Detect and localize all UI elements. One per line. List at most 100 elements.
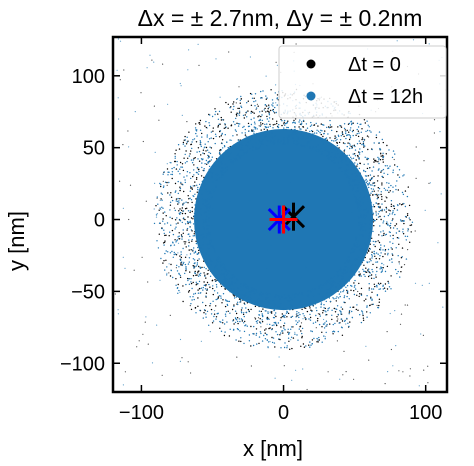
scatter-point <box>325 314 327 316</box>
scatter-outlier <box>140 92 142 94</box>
scatter-point <box>319 315 321 317</box>
scatter-point <box>316 320 319 322</box>
scatter-point <box>221 174 223 176</box>
scatter-point <box>265 310 267 312</box>
scatter-point <box>387 254 389 256</box>
scatter-point <box>280 303 282 305</box>
scatter-point <box>370 220 372 222</box>
scatter-point <box>198 258 200 260</box>
scatter-point <box>174 228 176 230</box>
scatter-point <box>333 156 336 159</box>
scatter-point <box>208 165 211 168</box>
scatter-point <box>217 165 219 167</box>
scatter-point <box>195 281 197 283</box>
scatter-point <box>181 207 183 209</box>
scatter-outlier <box>275 102 277 104</box>
scatter-point <box>250 118 252 121</box>
scatter-point <box>215 305 217 307</box>
scatter-point <box>215 173 217 176</box>
scatter-point <box>358 167 361 170</box>
scatter-point <box>208 171 210 173</box>
scatter-point <box>328 289 330 291</box>
scatter-point <box>206 207 208 209</box>
scatter-point <box>338 269 341 271</box>
scatter-point <box>341 275 343 277</box>
scatter-point <box>363 226 365 228</box>
scatter-point <box>369 274 371 277</box>
scatter-point <box>197 168 200 171</box>
scatter-point <box>323 124 325 126</box>
scatter-point <box>288 136 290 138</box>
scatter-outlier <box>390 348 392 351</box>
scatter-point <box>202 149 205 151</box>
scatter-point <box>310 124 313 126</box>
scatter-point <box>192 249 194 251</box>
scatter-outlier <box>376 304 378 307</box>
scatter-point <box>349 259 351 261</box>
scatter-point <box>209 191 211 193</box>
scatter-point <box>247 100 249 102</box>
scatter-point <box>359 142 361 145</box>
scatter-point <box>195 265 197 267</box>
scatter-point <box>344 282 346 284</box>
scatter-point <box>381 182 383 184</box>
scatter-point <box>355 169 358 171</box>
scatter-point <box>333 281 336 284</box>
scatter-point <box>302 313 304 315</box>
scatter-point <box>405 258 408 260</box>
scatter-point <box>312 322 315 324</box>
scatter-point <box>277 295 280 297</box>
scatter-point <box>402 233 405 235</box>
scatter-outlier <box>181 357 183 359</box>
scatter-point <box>247 110 249 112</box>
scatter-point <box>361 250 363 252</box>
scatter-point <box>221 170 224 172</box>
scatter-point <box>310 309 312 311</box>
scatter-point <box>175 284 177 286</box>
scatter-point <box>220 170 222 172</box>
scatter-point <box>188 249 190 251</box>
scatter-point <box>244 295 246 298</box>
scatter-point <box>300 345 302 347</box>
scatter-point <box>307 142 310 144</box>
scatter-point <box>357 178 360 181</box>
scatter-outlier <box>275 84 277 86</box>
scatter-outlier <box>159 279 161 281</box>
scatter-point <box>253 291 255 293</box>
scatter-point <box>324 130 326 132</box>
scatter-point <box>327 155 329 158</box>
scatter-point <box>191 299 193 301</box>
scatter-point <box>387 214 390 217</box>
scatter-point <box>259 321 261 323</box>
scatter-point <box>209 302 212 305</box>
scatter-point <box>372 204 375 206</box>
scatter-point <box>223 281 226 284</box>
scatter-point <box>268 117 271 119</box>
scatter-point <box>208 233 210 236</box>
scatter-point <box>200 292 202 294</box>
scatter-point <box>181 209 183 212</box>
scatter-point <box>160 198 162 200</box>
scatter-outlier <box>290 339 292 341</box>
scatter-point <box>392 169 394 171</box>
scatter-point <box>203 220 206 223</box>
scatter-point <box>196 177 198 179</box>
scatter-point <box>169 231 171 233</box>
scatter-point <box>346 169 348 172</box>
scatter-point <box>222 172 224 175</box>
scatter-point <box>179 276 182 278</box>
scatter-point <box>373 253 376 255</box>
scatter-point <box>205 292 208 294</box>
scatter-point <box>302 126 304 128</box>
scatter-point <box>197 186 199 189</box>
scatter-point <box>334 135 336 137</box>
scatter-point <box>176 160 178 163</box>
scatter-point <box>177 192 179 195</box>
scatter-point <box>360 192 362 194</box>
scatter-point <box>229 153 231 156</box>
scatter-point <box>274 123 276 126</box>
scatter-outlier <box>156 197 158 199</box>
scatter-point <box>208 151 210 154</box>
scatter-point <box>306 310 309 313</box>
scatter-point <box>361 185 364 187</box>
